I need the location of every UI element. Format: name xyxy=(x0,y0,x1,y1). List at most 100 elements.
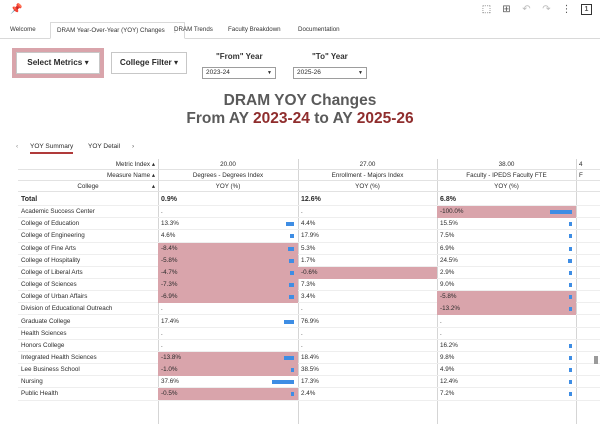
yoy-bar xyxy=(569,307,572,312)
table-row[interactable]: College of Urban Affairs -6.9% 3.4% -5.8% xyxy=(18,291,600,304)
header-metric-index[interactable]: Metric Index ▴ xyxy=(115,161,155,168)
yoy-cell: -1.0% xyxy=(158,364,298,377)
yoy-value: . xyxy=(440,329,442,337)
table-row[interactable]: College of Hospitality -5.8% 1.7% 24.5% xyxy=(18,254,600,267)
tab-label: Welcome xyxy=(10,26,36,33)
table-row[interactable]: Academic Success Center.. -100.0% xyxy=(18,206,600,219)
yoy-value: 17.4% xyxy=(161,317,179,325)
tab-menu-icon[interactable]: ⋮ xyxy=(171,27,178,34)
table-row[interactable]: Integrated Health Sciences -13.8% 18.4% 9.8… xyxy=(18,351,600,365)
tab-yoy-summary[interactable]: YOY Summary xyxy=(30,141,74,154)
redo-icon[interactable]: ↷ xyxy=(542,4,551,15)
table-row[interactable]: Nursing 37.6% 17.3% 12.4% xyxy=(18,376,600,389)
header-measure-name[interactable]: Measure Name ▴ xyxy=(107,172,155,179)
column-measure: Enrollment - Majors Index xyxy=(331,172,404,179)
pin-icon[interactable]: 📌 xyxy=(10,4,23,15)
yoy-value: 24.5% xyxy=(440,256,458,264)
tab-yoy-changes[interactable]: DRAM Year-Over-Year (YOY) Changes ⋮ xyxy=(50,22,185,39)
college-label: Nursing xyxy=(21,378,43,386)
yoy-cell: 7.2% xyxy=(437,388,576,400)
yoy-cell: 17.9% xyxy=(298,230,437,242)
yoy-cell: 3.4% xyxy=(298,291,437,303)
college-filter-button[interactable]: College Filter ▾ xyxy=(111,52,187,74)
yoy-value: 16.2% xyxy=(440,341,458,349)
yoy-value: 4.4% xyxy=(301,220,316,228)
table-row[interactable]: Honors College.. 16.2% xyxy=(18,340,600,352)
more-icon[interactable]: ⋮ xyxy=(561,4,572,15)
grid-icon[interactable]: ⊞ xyxy=(502,4,511,15)
yoy-bar xyxy=(288,246,294,251)
tab-trends[interactable]: DRAM Trends xyxy=(168,22,219,39)
chevron-left-icon[interactable]: ‹ xyxy=(16,143,19,150)
from-year-label: "From" Year xyxy=(216,52,263,61)
yoy-value: -4.7% xyxy=(161,268,178,276)
yoy-cell: 4.4% xyxy=(298,218,437,230)
column-metric-index: 38.00 xyxy=(498,161,515,168)
table-row[interactable]: College of Engineering 4.6% 17.9% 7.5% xyxy=(18,230,600,243)
table-row[interactable]: Total 0.9% 12.6% 6.8% xyxy=(18,194,600,207)
table-row[interactable]: College of Sciences -7.3% 7.3% 9.0% xyxy=(18,279,600,292)
yoy-bar xyxy=(569,246,572,251)
subtitle-mid: to AY xyxy=(309,110,357,127)
college-label: Academic Success Center xyxy=(21,208,95,216)
to-year-value: 2025-26 xyxy=(297,69,321,76)
yoy-cell: 13.3% xyxy=(158,218,298,230)
yoy-value: -1.0% xyxy=(161,366,178,374)
yoy-value: -8.4% xyxy=(161,244,178,252)
yoy-bar xyxy=(288,283,294,288)
table-row[interactable]: College of Liberal Arts -4.7% -0.6% 2.9% xyxy=(18,266,600,280)
yoy-bar xyxy=(569,234,572,239)
select-metrics-button[interactable]: Select Metrics ▾ xyxy=(16,52,100,74)
column-measure: Faculty - IPEDS Faculty FTE xyxy=(466,172,547,179)
header-college[interactable]: College ▴ xyxy=(77,183,155,190)
to-year-select[interactable]: 2025-26 ▼ xyxy=(293,67,367,79)
table-row[interactable]: Public Health -0.5% 2.4% 7.2% xyxy=(18,388,600,401)
yoy-value: 2.4% xyxy=(301,390,316,398)
yoy-value: -0.6% xyxy=(301,268,318,276)
from-year-select[interactable]: 2023-24 ▼ xyxy=(202,67,276,79)
yoy-crosstab: Metric Index ▴ 20.00 27.00 38.00 4 Measu… xyxy=(18,159,600,424)
college-label: Lee Business School xyxy=(21,366,80,374)
report-tabs: Welcome DRAM Year-Over-Year (YOY) Change… xyxy=(0,22,600,39)
yoy-cell: 12.6% xyxy=(298,194,437,206)
table-row[interactable]: Lee Business School -1.0% 38.5% 4.9% xyxy=(18,364,600,377)
header-row-metric-index: Metric Index ▴ 20.00 27.00 38.00 4 xyxy=(18,159,600,170)
fit-icon[interactable]: ⬚ xyxy=(481,4,492,15)
yoy-value: 6.9% xyxy=(440,244,455,252)
column-divider xyxy=(576,159,577,424)
yoy-cell: . xyxy=(437,316,576,328)
tab-welcome[interactable]: Welcome xyxy=(4,22,42,39)
header-row-measure: Measure Name ▴ Degrees - Degrees Index E… xyxy=(18,170,600,181)
undo-icon[interactable]: ↶ xyxy=(522,4,531,15)
tab-faculty-breakdown[interactable]: Faculty Breakdown xyxy=(222,22,287,39)
yoy-value: 76.9% xyxy=(301,317,319,325)
yoy-value: -100.0% xyxy=(440,208,464,216)
table-row[interactable]: Graduate College 17.4% 76.9%. xyxy=(18,316,600,328)
yoy-cell: 9.0% xyxy=(437,279,576,291)
table-row[interactable]: Division of Educational Outreach.. -13.2% xyxy=(18,303,600,316)
table-row[interactable]: College of Fine Arts -8.4% 5.3% 6.9% xyxy=(18,242,600,255)
subtitle-from-year: 2023-24 xyxy=(253,110,310,127)
tab-label: DRAM Trends xyxy=(174,26,213,33)
yoy-value: . xyxy=(161,208,163,216)
yoy-value: . xyxy=(161,341,163,349)
select-metrics-label: Select Metrics xyxy=(27,58,83,67)
table-row[interactable]: Health Sciences... xyxy=(18,328,600,340)
yoy-cell: . xyxy=(298,328,437,340)
table-row[interactable]: College of Education 13.3% 4.4% 15.5% xyxy=(18,218,600,231)
yoy-value: -7.3% xyxy=(161,281,178,289)
scroll-indicator[interactable] xyxy=(594,356,598,364)
college-label: Division of Educational Outreach xyxy=(21,305,113,313)
subtitle-prefix: From AY xyxy=(186,110,254,127)
notification-badge[interactable]: 1 xyxy=(581,4,592,15)
tab-documentation[interactable]: Documentation xyxy=(292,22,346,39)
yoy-value: 2.9% xyxy=(440,268,455,276)
yoy-value: 9.8% xyxy=(440,353,455,361)
to-year-label: "To" Year xyxy=(312,52,348,61)
tab-yoy-detail[interactable]: YOY Detail xyxy=(88,143,121,150)
tab-label: Documentation xyxy=(298,26,340,33)
chevron-right-icon[interactable]: › xyxy=(132,143,135,150)
yoy-cell: 0.9% xyxy=(158,194,298,206)
yoy-value: 4.9% xyxy=(440,366,455,374)
college-label: College of Urban Affairs xyxy=(21,293,88,301)
